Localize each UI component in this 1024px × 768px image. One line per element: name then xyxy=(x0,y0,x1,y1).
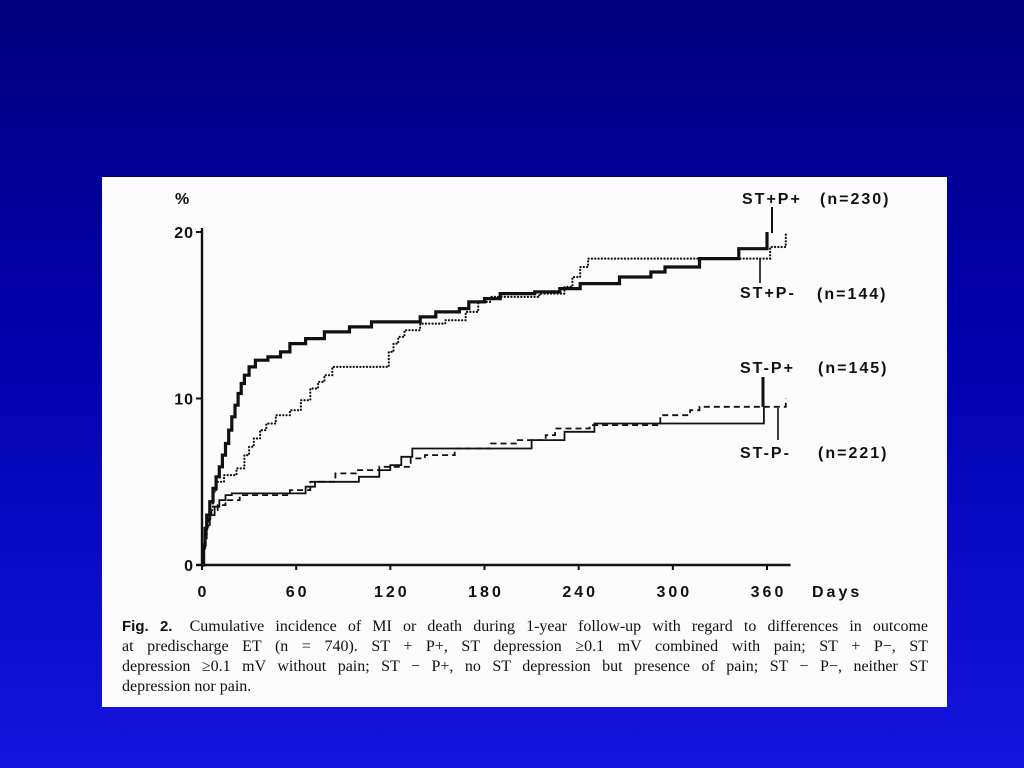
x-tick-label: 180 xyxy=(468,584,504,601)
y-axis-unit-label: % xyxy=(175,191,192,208)
plot-area xyxy=(200,230,787,567)
x-tick-label: 120 xyxy=(374,584,410,601)
x-tick-label: 300 xyxy=(656,584,692,601)
x-axis-title: Days xyxy=(812,584,862,601)
caption-line-3: depression ≥0.1 mV without pain; ST − P+… xyxy=(122,658,928,675)
series-line-st-minus-p-minus xyxy=(202,398,787,566)
x-tick-label: 0 xyxy=(198,584,210,601)
figure-caption: Fig. 2. Cumulative incidence of MI or de… xyxy=(122,617,928,697)
series-line-st-minus-p-plus xyxy=(202,406,765,566)
series-n-label-st-minus-p-plus: (n=145) xyxy=(818,360,888,377)
series-label-st-plus-p-minus: ST+P- xyxy=(740,285,796,302)
axis-ticks: 0 10 20 0 60 120 180 240 300 360 xyxy=(174,225,787,601)
y-tick-label: 0 xyxy=(184,558,194,575)
series-n-label-st-plus-p-minus: (n=144) xyxy=(817,286,887,303)
series-line-st-plus-p-minus xyxy=(200,230,787,567)
axes xyxy=(196,228,791,567)
x-tick-label: 60 xyxy=(286,584,310,601)
caption-line-1: Fig. 2. Cumulative incidence of MI or de… xyxy=(122,617,928,637)
series-label-st-minus-p-minus: ST-P- xyxy=(740,445,791,462)
series-label-st-plus-p-plus: ST+P+ xyxy=(742,191,802,208)
cumulative-incidence-chart: 0 10 20 0 60 120 180 240 300 360 % Days ST+P+ (n=… xyxy=(174,191,890,601)
y-tick-label: 10 xyxy=(174,392,194,409)
caption-line-4: depression nor pain. xyxy=(122,678,252,695)
x-tick-label: 360 xyxy=(751,584,787,601)
x-tick-label: 240 xyxy=(562,584,598,601)
series-n-label-st-minus-p-minus: (n=221) xyxy=(818,445,888,462)
series-n-label-st-plus-p-plus: (n=230) xyxy=(820,191,890,208)
figure-number-label: Fig. 2. xyxy=(122,618,173,635)
figure-panel: 0 10 20 0 60 120 180 240 300 360 % Days ST+P+ (n=… xyxy=(102,177,947,707)
series-label-st-minus-p-plus: ST-P+ xyxy=(740,360,795,377)
caption-line-2: at predischarge ET (n = 740). ST + P+, S… xyxy=(122,638,928,655)
series-line-st-plus-p-plus xyxy=(202,232,769,567)
y-tick-label: 20 xyxy=(174,225,194,242)
caption-text: Cumulative incidence of MI or death duri… xyxy=(189,618,929,635)
